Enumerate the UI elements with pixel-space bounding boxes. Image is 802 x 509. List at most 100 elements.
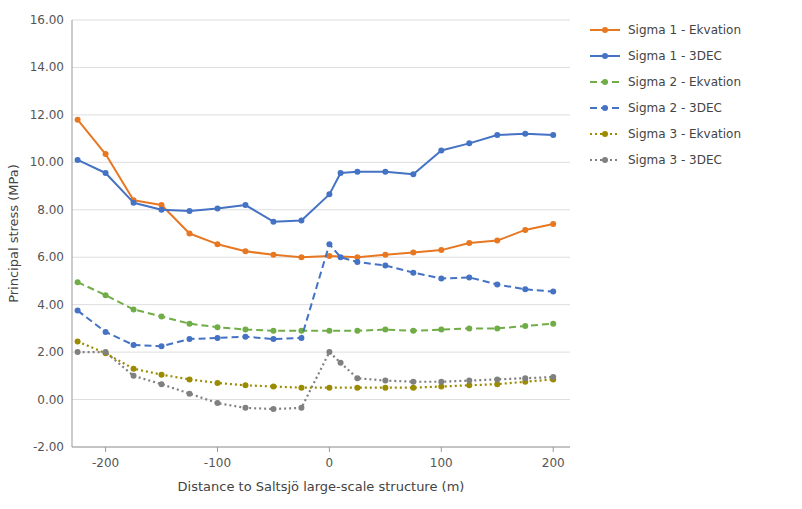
data-point [550,321,556,327]
legend-marker [602,157,608,163]
data-point [338,170,344,176]
data-point [159,381,165,387]
grid-line [72,352,570,353]
data-point [187,231,193,237]
data-point [410,249,416,255]
data-point [550,374,556,380]
data-point [438,379,444,385]
data-point [75,117,81,123]
series-line [78,120,554,258]
data-point [131,373,137,379]
data-point [382,385,388,391]
data-point [354,169,360,175]
data-point [298,335,304,341]
series [75,338,557,390]
grid-line [72,67,570,68]
grid-line [72,209,570,210]
x-tick-label: 100 [430,456,453,470]
data-point [270,252,276,258]
data-point [466,240,472,246]
series [75,117,557,261]
x-tick [217,447,218,452]
data-point [466,140,472,146]
data-point [410,270,416,276]
data-point [382,169,388,175]
data-point [103,329,109,335]
chart: -2.000.002.004.006.008.0010.0012.0014.00… [0,0,802,509]
data-point [159,314,165,320]
y-tick-label: 16.00 [30,13,64,27]
data-point [466,378,472,384]
data-point [131,306,137,312]
data-point [466,325,472,331]
y-tick-label: 4.00 [37,298,64,312]
data-point [270,219,276,225]
data-point [131,342,137,348]
data-point [214,206,220,212]
data-point [354,375,360,381]
series [75,279,557,334]
y-tick-label: 12.00 [30,108,64,122]
data-point [550,289,556,295]
y-tick-label: -2.00 [33,440,64,454]
data-point [382,378,388,384]
data-point [382,252,388,258]
grid-line [72,447,570,448]
data-point [75,308,81,314]
data-point [187,391,193,397]
data-point [159,343,165,349]
legend-marker [602,131,608,137]
data-point [382,263,388,269]
data-point [494,376,500,382]
data-point [270,336,276,342]
legend-label: Sigma 3 - 3DEC [628,153,722,167]
series-line [78,282,554,331]
y-axis-line [72,20,73,447]
x-axis-line [72,447,570,448]
data-point [338,360,344,366]
data-point [522,131,528,137]
series-line [78,352,554,409]
series [75,131,557,225]
data-point [410,328,416,334]
series [75,349,557,412]
data-point [187,208,193,214]
series-line [78,134,554,222]
data-point [550,132,556,138]
data-point [522,375,528,381]
data-point [550,221,556,227]
legend-label: Sigma 1 - Ekvation [628,23,741,37]
data-point [298,254,304,260]
data-point [187,336,193,342]
x-tick-label: 200 [542,456,565,470]
y-axis-label: Principal stress (MPa) [6,164,21,303]
data-point [522,286,528,292]
legend-marker [602,105,608,111]
grid-line [72,114,570,115]
data-point [242,405,248,411]
data-point [438,327,444,333]
data-point [75,349,81,355]
data-point [242,382,248,388]
x-tick [553,447,554,452]
data-point [354,328,360,334]
data-point [438,247,444,253]
data-point [522,323,528,329]
y-tick-label: 0.00 [37,393,64,407]
data-point [354,385,360,391]
data-point [75,338,81,344]
data-point [103,349,109,355]
data-point [214,335,220,341]
legend-label: Sigma 2 - Ekvation [628,75,741,89]
series [75,241,557,349]
legend-label: Sigma 2 - 3DEC [628,101,722,115]
data-point [410,385,416,391]
data-point [187,321,193,327]
legend-marker [602,53,608,59]
data-point [298,405,304,411]
y-tick-label: 10.00 [30,155,64,169]
x-tick-label: -200 [92,456,119,470]
data-point [326,241,332,247]
x-tick [441,447,442,452]
plot-area [75,117,557,412]
